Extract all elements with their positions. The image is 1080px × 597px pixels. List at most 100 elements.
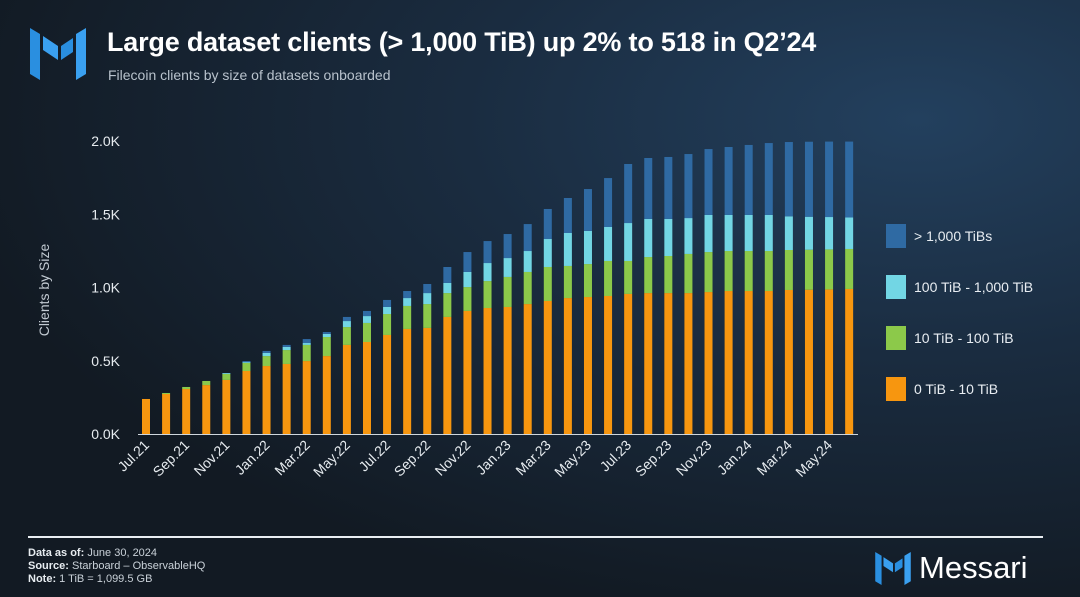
bar-segment <box>463 287 472 311</box>
bar-segment <box>403 298 412 306</box>
bar-segment <box>443 282 452 294</box>
bar-segment <box>604 295 613 434</box>
bar-segment <box>483 263 492 282</box>
bar-segment <box>483 308 492 434</box>
bar-segment <box>644 257 653 294</box>
bar-segment <box>784 216 793 250</box>
bar-segment <box>664 293 673 434</box>
bar-segment <box>262 350 271 353</box>
bar-segment <box>262 352 271 357</box>
bar-segment <box>483 281 492 309</box>
x-tick-label: Jan.23 <box>473 437 514 478</box>
bar-segment <box>624 223 633 261</box>
bar-segment <box>563 298 572 434</box>
bar-segment <box>804 141 813 217</box>
bar-segment <box>583 264 592 298</box>
bar-segment <box>604 226 613 261</box>
bar-segment <box>222 373 231 380</box>
footer-notes: Data as of: June 30, 2024 Source: Starbo… <box>28 547 205 586</box>
bar-segment <box>162 392 171 395</box>
bar-segment <box>483 241 492 264</box>
footer-divider <box>28 536 1043 538</box>
bar-segment <box>784 289 793 434</box>
chart-subtitle: Filecoin clients by size of datasets onb… <box>108 67 391 83</box>
bar-segment <box>664 256 673 294</box>
bar-segment <box>383 334 392 434</box>
bar-segment <box>182 386 191 390</box>
messari-brand: Messari <box>875 550 1028 586</box>
bar-segment <box>684 218 693 254</box>
x-tick-label: Sep.21 <box>150 437 193 480</box>
bar-segment <box>684 293 693 434</box>
bar-segment <box>342 321 351 328</box>
bar-segment <box>383 306 392 315</box>
bar-segment <box>664 156 673 219</box>
bar-segment <box>563 233 572 266</box>
bar-segment <box>282 346 291 351</box>
source: Source: Starboard – ObservableHQ <box>28 560 206 572</box>
x-tick-label: Jul.23 <box>597 437 635 475</box>
bar-segment <box>222 373 231 374</box>
bar-segment <box>262 366 271 434</box>
bar-segment <box>443 266 452 283</box>
x-tick-label: Jul.21 <box>114 437 152 475</box>
bar-segment <box>583 297 592 434</box>
bar-segment <box>262 356 271 367</box>
bar-segment <box>764 143 773 215</box>
bar-segment <box>724 147 733 215</box>
bar-segment <box>724 214 733 252</box>
bar-segment <box>704 149 713 215</box>
bar-segment <box>704 214 713 253</box>
legend-item: 10 TiB - 100 TiB <box>886 312 1033 363</box>
bar-segment <box>322 333 331 338</box>
x-tick-label: Jan.22 <box>232 437 273 478</box>
bar-segment <box>463 310 472 434</box>
bar-segment <box>242 362 251 372</box>
bar-segment <box>282 363 291 434</box>
bar-segment <box>543 300 552 434</box>
bar-segment <box>342 344 351 434</box>
y-tick-label: 0.5K <box>91 353 120 369</box>
bar-segment <box>684 253 693 294</box>
bar-segment <box>624 260 633 294</box>
data-as-of: Data as of: June 30, 2024 <box>28 547 158 559</box>
bar-segment <box>322 332 331 334</box>
bar-segment <box>764 291 773 434</box>
bar-segment <box>744 144 753 215</box>
x-tick-label: Sep.22 <box>391 437 434 480</box>
x-tick-label: May.23 <box>551 437 594 480</box>
x-tick-label: Jul.22 <box>355 437 393 475</box>
chart-title: Large dataset clients (> 1,000 TiB) up 2… <box>107 27 817 57</box>
bar-segment <box>784 249 793 290</box>
bar-segment <box>744 291 753 434</box>
bar-segment <box>624 293 633 434</box>
bar-segment <box>825 249 834 290</box>
bar-segment <box>182 389 191 434</box>
bar-segment <box>684 154 693 219</box>
bar-segment <box>704 252 713 293</box>
bar-segment <box>322 337 331 357</box>
x-tick-label: Nov.23 <box>673 437 715 479</box>
legend-label: 100 TiB - 1,000 TiB <box>914 278 1034 295</box>
bar-segment <box>825 141 834 218</box>
bar-segment <box>162 394 171 434</box>
bar-segment <box>764 214 773 252</box>
legend-item: 0 TiB - 10 TiB <box>886 363 1033 414</box>
bar-segment <box>784 142 793 217</box>
legend-label: 0 TiB - 10 TiB <box>914 380 999 397</box>
legend-swatch <box>886 325 906 350</box>
legend-item: > 1,000 TiBs <box>886 210 1033 261</box>
bar-segment <box>825 289 834 434</box>
bar-segment <box>302 361 311 434</box>
bar-segment <box>704 292 713 434</box>
bar-segment <box>583 230 592 265</box>
bar-segment <box>503 306 512 434</box>
bar-segment <box>302 343 311 345</box>
bar-segment <box>142 398 150 434</box>
bar-segment <box>503 258 512 277</box>
legend-swatch <box>886 376 906 401</box>
x-tick-label: May.24 <box>792 437 835 480</box>
y-tick-label: 1.5K <box>91 206 120 222</box>
brand-name: Messari <box>919 550 1028 585</box>
